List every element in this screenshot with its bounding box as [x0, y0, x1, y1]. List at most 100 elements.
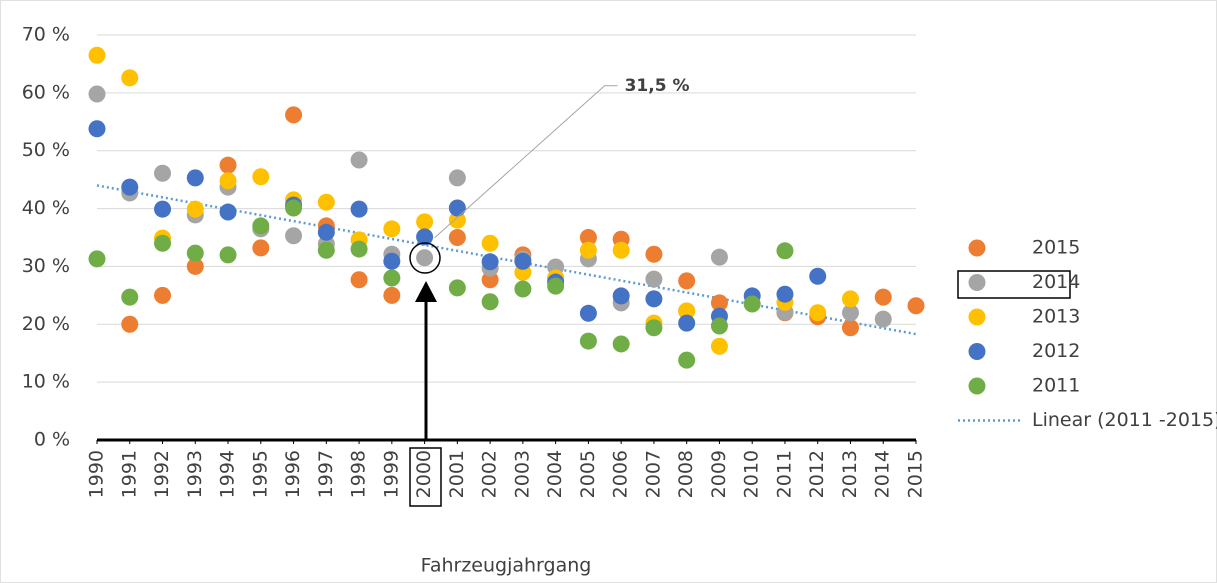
legend-marker [968, 308, 986, 326]
point [383, 220, 401, 238]
point [710, 248, 728, 266]
x-tick-label: 2011 [773, 450, 795, 498]
x-tick-label: 1996 [282, 450, 304, 498]
y-tick-label: 50 % [22, 139, 70, 161]
point [186, 244, 204, 262]
point [252, 168, 270, 186]
point [874, 310, 892, 328]
point [645, 270, 663, 288]
point [154, 286, 172, 304]
point [88, 120, 106, 138]
point [88, 46, 106, 64]
point [350, 240, 368, 258]
point [383, 252, 401, 270]
legend-marker [968, 239, 986, 257]
x-tick-label: 1990 [86, 450, 108, 498]
x-tick-label: 2002 [479, 450, 501, 498]
point [317, 193, 335, 211]
point [678, 302, 696, 320]
point [219, 156, 237, 174]
annotation-label: 31,5 % [625, 76, 690, 96]
point [350, 271, 368, 289]
point [579, 304, 597, 322]
y-tick-label: 10 % [22, 371, 70, 393]
point [88, 85, 106, 103]
point [121, 315, 139, 333]
point [186, 200, 204, 218]
x-tick-label: 2010 [741, 450, 763, 498]
point [481, 253, 499, 271]
point [547, 277, 565, 295]
point [252, 239, 270, 257]
legend-label: Linear (2011 -2015) [1032, 409, 1217, 431]
x-tick-label: 1994 [217, 450, 239, 498]
x-tick-label: 2000 [413, 450, 435, 498]
point [317, 223, 335, 241]
arrow-head [415, 281, 437, 302]
point [841, 290, 859, 308]
point [219, 203, 237, 221]
point [579, 241, 597, 259]
point [710, 337, 728, 355]
point [776, 242, 794, 260]
point [121, 178, 139, 196]
y-tick-label: 30 % [22, 255, 70, 277]
y-tick-label: 40 % [22, 197, 70, 219]
x-tick-label: 2007 [642, 450, 664, 498]
point [645, 319, 663, 337]
point [154, 164, 172, 182]
x-tick-label: 2008 [675, 450, 697, 498]
point [612, 287, 630, 305]
point [350, 151, 368, 169]
point [416, 228, 434, 246]
x-tick-label: 2009 [708, 450, 730, 498]
point [481, 293, 499, 311]
x-tick-label: 1999 [380, 450, 402, 498]
y-tick-label: 0 % [34, 429, 70, 451]
point [645, 245, 663, 263]
x-tick-label: 1993 [184, 450, 206, 498]
point [514, 280, 532, 298]
x-tick-label: 2013 [839, 450, 861, 498]
point [874, 288, 892, 306]
legend-label: 2014 [1032, 271, 1080, 293]
point [186, 169, 204, 187]
point [383, 269, 401, 287]
x-axis-label: Fahrzeugjahrgang [421, 555, 592, 577]
legend-label: 2012 [1032, 340, 1080, 362]
x-tick-label: 1998 [348, 450, 370, 498]
point [514, 252, 532, 270]
x-tick-label: 2001 [446, 450, 468, 498]
trend-line [96, 184, 917, 336]
point [285, 106, 303, 124]
point [776, 285, 794, 303]
legend-marker [968, 343, 986, 360]
axes: 0 % 10 % 20 % 30 % 40 % 50 % 60 % 70 % 1990 1991 1… [22, 24, 927, 499]
x-tick-label: 1991 [118, 450, 140, 498]
legend-label: 2011 [1032, 375, 1080, 397]
legend-label: 2013 [1032, 306, 1080, 328]
point [841, 304, 859, 322]
point [88, 250, 106, 268]
legend-highlight-box [957, 270, 1071, 299]
point [907, 297, 925, 315]
point [710, 294, 728, 312]
point [350, 200, 368, 218]
point [383, 286, 401, 304]
y-tick-label: 20 % [22, 313, 70, 335]
x-tick-label: 2015 [905, 450, 927, 498]
point [448, 229, 466, 246]
point [252, 217, 270, 235]
point [809, 304, 827, 322]
x-tick-label: 2004 [544, 450, 566, 498]
point [645, 290, 663, 308]
trend [96, 184, 917, 336]
point [154, 234, 172, 252]
point [710, 317, 728, 335]
y-tick-label: 70 % [22, 24, 70, 46]
highlights [409, 242, 1071, 507]
point [612, 241, 630, 259]
point [743, 295, 761, 313]
legend: 2015 2014 2013 2012 2011 Linear (2011 -2015) [958, 237, 1217, 431]
